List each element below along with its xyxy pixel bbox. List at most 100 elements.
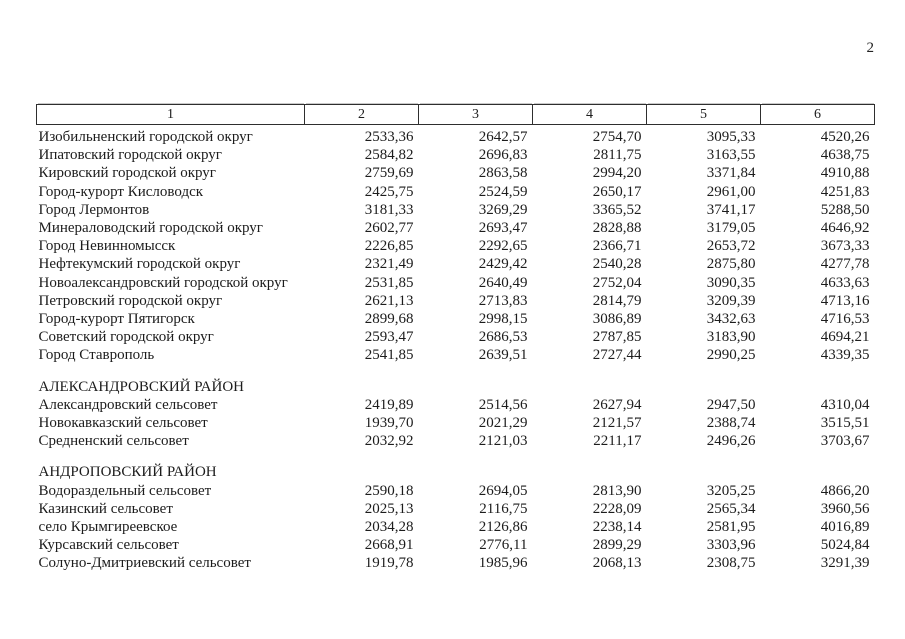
municipality-name: Солуно-Дмитриевский сельсовет xyxy=(38,555,251,572)
municipality-name: Город Ставрополь xyxy=(38,347,155,364)
value-cell: 2581,95 xyxy=(706,519,756,536)
table-row: Город-курорт Пятигорск 2899,68 2998,15 3086… xyxy=(37,310,875,328)
municipality-name: Город Невинномысск xyxy=(38,238,176,255)
value-cell: 2811,75 xyxy=(593,147,642,164)
column-header-5: 5 xyxy=(646,104,761,125)
section-row: АЛЕКСАНДРОВСКИЙ РАЙОН xyxy=(37,365,875,396)
municipality-name: Новокавказский сельсовет xyxy=(38,415,208,432)
value-cell: 4713,16 xyxy=(820,292,870,309)
value-cell: 4277,78 xyxy=(820,256,870,273)
value-cell: 2425,75 xyxy=(364,183,414,200)
value-cell: 2627,94 xyxy=(592,396,642,413)
municipality-name: Водораздельный сельсовет xyxy=(38,482,212,499)
value-cell: 4520,26 xyxy=(820,129,870,145)
value-cell: 3515,51 xyxy=(820,415,870,432)
municipality-name: Средненский сельсовет xyxy=(38,433,189,450)
value-cell: 3741,17 xyxy=(706,201,756,218)
value-cell: 3181,33 xyxy=(364,201,414,218)
value-cell: 2531,85 xyxy=(364,274,414,291)
value-cell: 2754,70 xyxy=(592,129,642,145)
value-cell: 2514,56 xyxy=(478,396,528,413)
municipality-name: Город-курорт Пятигорск xyxy=(38,311,195,328)
table-row: Казинский сельсовет 2025,13 2116,75 2228,09… xyxy=(37,500,875,518)
municipality-name: Александровский сельсовет xyxy=(38,396,218,413)
value-cell: 3179,05 xyxy=(706,220,756,237)
value-cell: 4251,83 xyxy=(820,183,870,200)
table-row: Нефтекумский городской округ 2321,49 2429,… xyxy=(37,255,875,273)
page-number: 2 xyxy=(866,40,875,56)
value-cell: 2696,83 xyxy=(478,147,528,164)
value-cell: 2814,79 xyxy=(592,292,642,309)
value-cell: 2126,86 xyxy=(478,519,528,536)
table-row: Минераловодский городской округ 2602,77 26… xyxy=(37,219,875,237)
value-cell: 2668,91 xyxy=(364,537,414,554)
municipality-name: Кировский городской округ xyxy=(38,165,216,182)
table-row: Город Лермонтов 3181,33 3269,29 3365,52 3741… xyxy=(37,201,875,219)
value-cell: 2713,83 xyxy=(478,292,528,309)
value-cell: 3095,33 xyxy=(706,129,756,145)
value-cell: 2828,88 xyxy=(592,220,642,237)
municipality-name: Казинский сельсовет xyxy=(38,500,173,517)
value-cell: 2947,50 xyxy=(706,396,756,413)
municipality-name: Курсавский сельсовет xyxy=(38,537,179,554)
table-row: Советский городской округ 2593,47 2686,53 2… xyxy=(37,328,875,346)
value-cell: 3209,39 xyxy=(706,292,756,309)
value-cell: 2121,57 xyxy=(592,415,642,432)
value-cell: 3090,35 xyxy=(706,274,756,291)
value-cell: 4694,21 xyxy=(820,329,870,346)
value-cell: 2787,85 xyxy=(592,329,642,346)
value-cell: 2308,75 xyxy=(706,555,756,572)
value-cell: 2321,49 xyxy=(364,256,414,273)
value-cell: 2021,29 xyxy=(478,415,528,432)
municipality-name: Город Лермонтов xyxy=(38,201,150,218)
value-cell: 2899,68 xyxy=(364,311,414,328)
table-row: Кировский городской округ 2759,69 2863,58 2… xyxy=(37,164,875,182)
municipality-name: Город-курорт Кисловодск xyxy=(38,183,204,200)
value-cell: 4310,04 xyxy=(820,396,870,413)
value-cell: 2034,28 xyxy=(364,519,414,536)
value-cell: 2238,14 xyxy=(592,519,642,536)
value-cell: 2524,59 xyxy=(478,183,528,200)
value-cell: 2541,85 xyxy=(364,347,414,364)
value-cell: 5024,84 xyxy=(820,537,870,554)
data-table: 1 2 3 4 5 6 Изобильненский городской окр… xyxy=(36,104,875,573)
value-cell: 2419,89 xyxy=(364,396,414,413)
table-row: Солуно-Дмитриевский сельсовет 1919,78 1985… xyxy=(37,554,875,572)
table-row: село Крымгиреевское 2034,28 2126,86 2238,14… xyxy=(37,518,875,536)
value-cell: 2639,51 xyxy=(478,347,528,364)
value-cell: 2584,82 xyxy=(364,147,414,164)
value-cell: 2752,04 xyxy=(592,274,642,291)
value-cell: 2813,90 xyxy=(592,482,642,499)
value-cell: 2759,69 xyxy=(364,165,414,182)
value-cell: 4910,88 xyxy=(820,165,870,182)
table-row: Ипатовский городской округ 2584,82 2696,83… xyxy=(37,146,875,164)
value-cell: 1985,96 xyxy=(478,555,528,572)
municipality-name: Нефтекумский городской округ xyxy=(38,256,241,273)
value-cell: 2640,49 xyxy=(478,274,528,291)
value-cell: 3365,52 xyxy=(592,201,642,218)
value-cell: 2875,80 xyxy=(706,256,756,273)
table-body: Изобильненский городской округ 2533,36 264… xyxy=(37,125,875,573)
value-cell: 3086,89 xyxy=(592,311,642,328)
value-cell: 2642,57 xyxy=(478,129,528,145)
municipality-name: Изобильненский городской округ xyxy=(38,129,253,145)
value-cell: 5288,50 xyxy=(820,201,870,218)
value-cell: 2653,72 xyxy=(706,238,756,255)
value-cell: 3303,96 xyxy=(706,537,756,554)
value-cell: 2388,74 xyxy=(706,415,756,432)
municipality-name: Минераловодский городской округ xyxy=(38,220,263,237)
value-cell: 2565,34 xyxy=(706,500,756,517)
value-cell: 2693,47 xyxy=(478,220,528,237)
section-heading: АЛЕКСАНДРОВСКИЙ РАЙОН xyxy=(38,378,245,395)
value-cell: 3205,25 xyxy=(706,482,756,499)
table-row: Город-курорт Кисловодск 2425,75 2524,59 265… xyxy=(37,183,875,201)
value-cell: 2429,42 xyxy=(478,256,528,273)
value-cell: 3960,56 xyxy=(820,500,870,517)
value-cell: 2994,20 xyxy=(592,165,642,182)
value-cell: 2899,29 xyxy=(592,537,642,554)
value-cell: 4016,89 xyxy=(820,519,870,536)
table-row: Изобильненский городской округ 2533,36 264… xyxy=(37,125,875,147)
table-row: Александровский сельсовет 2419,89 2514,56 2… xyxy=(37,396,875,414)
value-cell: 2990,25 xyxy=(706,347,756,364)
